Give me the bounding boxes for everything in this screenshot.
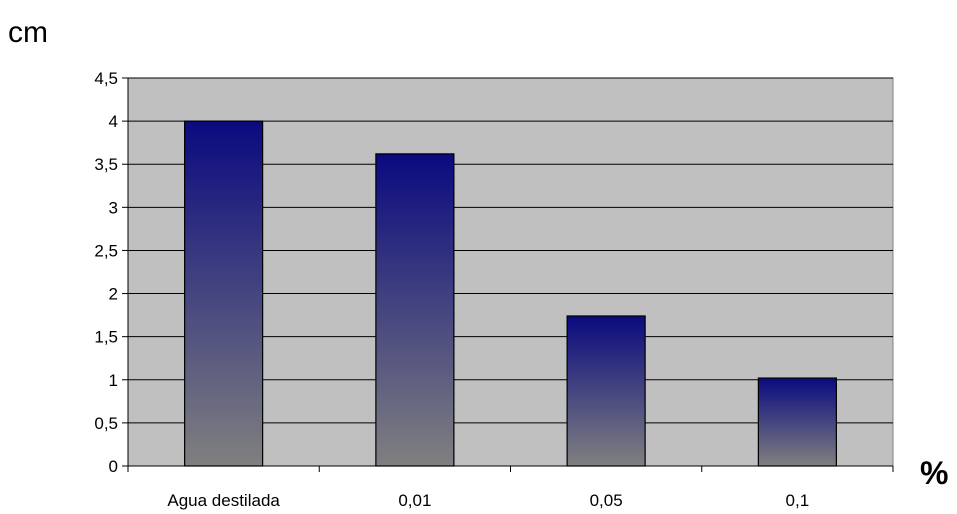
y-tick-label: 4: [109, 112, 118, 131]
y-tick-label: 2,5: [94, 241, 118, 260]
x-tick-label: 0,1: [786, 491, 810, 510]
x-tick-label: 0,05: [590, 491, 623, 510]
y-tick-label: 0: [109, 457, 118, 476]
bar: [566, 315, 646, 467]
bar: [184, 120, 264, 467]
y-tick-label: 4,5: [94, 69, 118, 88]
x-axis-title: %: [920, 455, 948, 491]
x-tick-label: Agua destilada: [167, 491, 280, 510]
y-axis-title: cm: [8, 16, 48, 49]
y-tick-label: 1,5: [94, 328, 118, 347]
bar: [757, 377, 837, 467]
y-axis: 0 0,5 1 1,5 2 2,5 3 3,5 4 4,5: [94, 69, 129, 476]
y-tick-label: 3: [109, 198, 118, 217]
y-tick-label: 0,5: [94, 414, 118, 433]
bars: [184, 120, 837, 467]
y-tick-label: 1: [109, 371, 118, 390]
x-axis: Agua destilada 0,01 0,05 0,1: [127, 465, 894, 510]
y-tick-label: 2: [109, 285, 118, 304]
bar: [375, 153, 455, 467]
y-tick-label: 3,5: [94, 155, 118, 174]
x-tick-label: 0,01: [398, 491, 431, 510]
